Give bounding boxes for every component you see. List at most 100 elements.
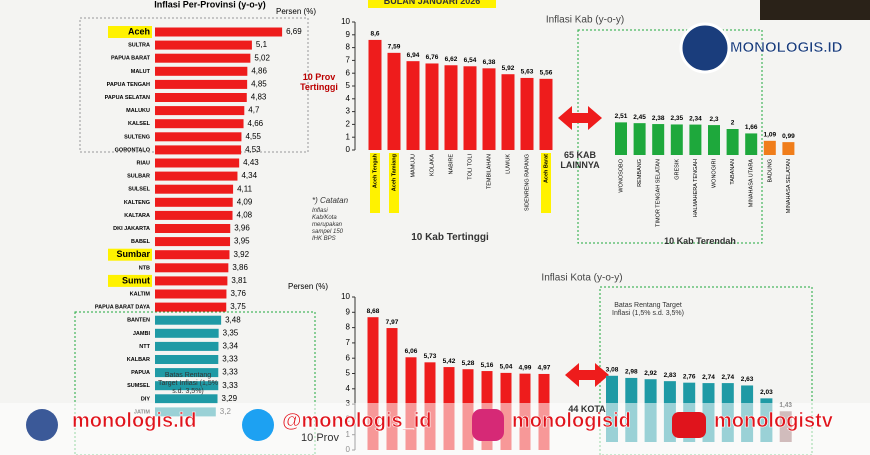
y-tick-label: 9 [346, 30, 351, 39]
bar [368, 39, 382, 150]
social-youtube: monologistv [714, 410, 833, 433]
axis-label: Persen (%) [276, 7, 316, 16]
bar [155, 197, 233, 207]
y-tick-label: 7 [346, 56, 351, 65]
category-label: KALTENG [124, 200, 150, 206]
x-tick-label: HALMAHERA TENGAH [693, 159, 699, 217]
category-label: SULSEL [128, 187, 150, 193]
bar [155, 328, 219, 338]
value-label: 2,03 [760, 389, 773, 396]
value-label: 5,04 [500, 364, 513, 371]
social-twitter: @monologis_id [282, 410, 432, 433]
x-tick-label: Aceh Tamiang [391, 154, 397, 191]
value-label: 8,6 [370, 31, 379, 38]
highlight [389, 153, 399, 213]
y-tick-label: 3 [346, 107, 351, 116]
bar [539, 78, 553, 150]
social-facebook: monologis.id [72, 410, 197, 433]
value-label: 3,92 [233, 250, 249, 259]
y-tick-label: 1 [346, 132, 351, 141]
value-label: 2,74 [721, 374, 734, 381]
value-label: 4,11 [237, 184, 253, 193]
x-tick-label: REMBANG [637, 159, 643, 187]
value-label: 3,48 [225, 315, 241, 324]
value-label: 2,51 [615, 113, 628, 120]
arrow [565, 363, 609, 387]
y-tick-label: 6 [346, 68, 351, 77]
value-label: 4,55 [245, 132, 261, 141]
bar [155, 106, 245, 116]
value-label: 6,06 [405, 348, 418, 355]
value-label: 3,95 [234, 237, 250, 246]
bar [633, 123, 646, 155]
bar [387, 52, 401, 150]
bar [155, 119, 244, 129]
value-label: 7,97 [386, 319, 399, 326]
social-instagram: monologisid [512, 410, 631, 433]
value-label: 2,76 [683, 373, 696, 380]
y-tick-label: 5 [346, 81, 351, 90]
chart-title: Inflasi Per-Provinsi (y-o-y) [154, 0, 266, 9]
bar [501, 74, 515, 150]
bar [155, 263, 229, 273]
category-label: KALTIM [130, 291, 151, 297]
bar [689, 124, 702, 155]
category-label: SUMSEL [127, 383, 151, 389]
bar [155, 27, 283, 37]
annotation: *) Catatan [312, 196, 349, 205]
category-label: NTT [139, 344, 150, 350]
kab-low-box [577, 29, 763, 244]
value-label: 4,43 [243, 158, 259, 167]
bar [708, 125, 720, 155]
bar [155, 394, 218, 404]
value-label: 3,33 [222, 368, 238, 377]
category-label: MALUT [131, 69, 151, 75]
value-label: 1,09 [763, 132, 776, 139]
facebook-icon [26, 409, 58, 441]
bar [155, 224, 231, 233]
y-tick-label: 7 [346, 338, 351, 347]
highlight [108, 248, 152, 261]
annotation: Batas Rentang Target Inflasi (1,5% s.d. … [612, 302, 684, 318]
value-label: 5,16 [481, 362, 494, 369]
bar [482, 68, 496, 150]
value-label: 6,94 [407, 52, 420, 59]
bar [155, 93, 247, 102]
arrow [558, 106, 602, 130]
x-tick-label: SIDENRENG RAPANG [524, 154, 530, 211]
x-tick-label: Aceh Tengah [372, 153, 378, 188]
bar [425, 63, 439, 150]
value-label: 4,34 [241, 171, 257, 180]
category-label: SULBAR [127, 174, 150, 180]
value-label: 3,75 [230, 302, 246, 311]
category-label: KALTARA [124, 213, 150, 219]
x-tick-label: NABIRE [448, 154, 454, 175]
bar [520, 77, 534, 150]
category-label: DIY [141, 396, 151, 402]
category-label: PAPUA TENGAH [107, 82, 150, 88]
value-label: 3,35 [223, 328, 239, 337]
value-label: 2,45 [633, 114, 646, 121]
value-label: 5,42 [443, 358, 456, 365]
logo-text: MONOLOGIS.ID [730, 39, 843, 56]
category-label: Sumut [122, 275, 150, 285]
bar [615, 122, 627, 155]
value-label: 2,92 [644, 370, 657, 377]
category-label: DKI JAKARTA [113, 226, 150, 232]
value-label: 4,09 [237, 197, 253, 206]
bar [726, 129, 739, 155]
category-label: GORONTALO [115, 147, 151, 153]
y-tick-label: 4 [346, 94, 351, 103]
x-tick-label: Aceh Barat [543, 154, 549, 183]
value-label: 5,73 [424, 353, 437, 360]
x-tick-label: MAMUJU [410, 154, 416, 178]
bar [652, 124, 665, 155]
category-label: PAPUA BARAT [111, 56, 151, 62]
value-label: 4,97 [538, 365, 551, 372]
x-tick-label: TIMOR TENGAH SELATAN [656, 159, 662, 227]
value-label: 6,38 [483, 59, 496, 66]
bar [670, 124, 683, 155]
value-label: 2,34 [689, 115, 702, 122]
